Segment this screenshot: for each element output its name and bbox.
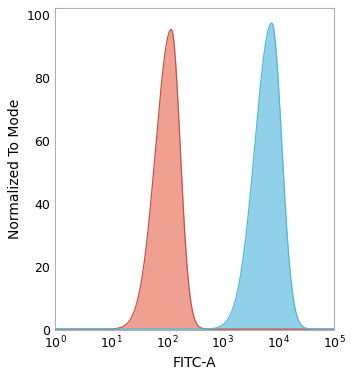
X-axis label: FITC-A: FITC-A (173, 356, 217, 370)
Y-axis label: Normalized To Mode: Normalized To Mode (8, 99, 22, 239)
